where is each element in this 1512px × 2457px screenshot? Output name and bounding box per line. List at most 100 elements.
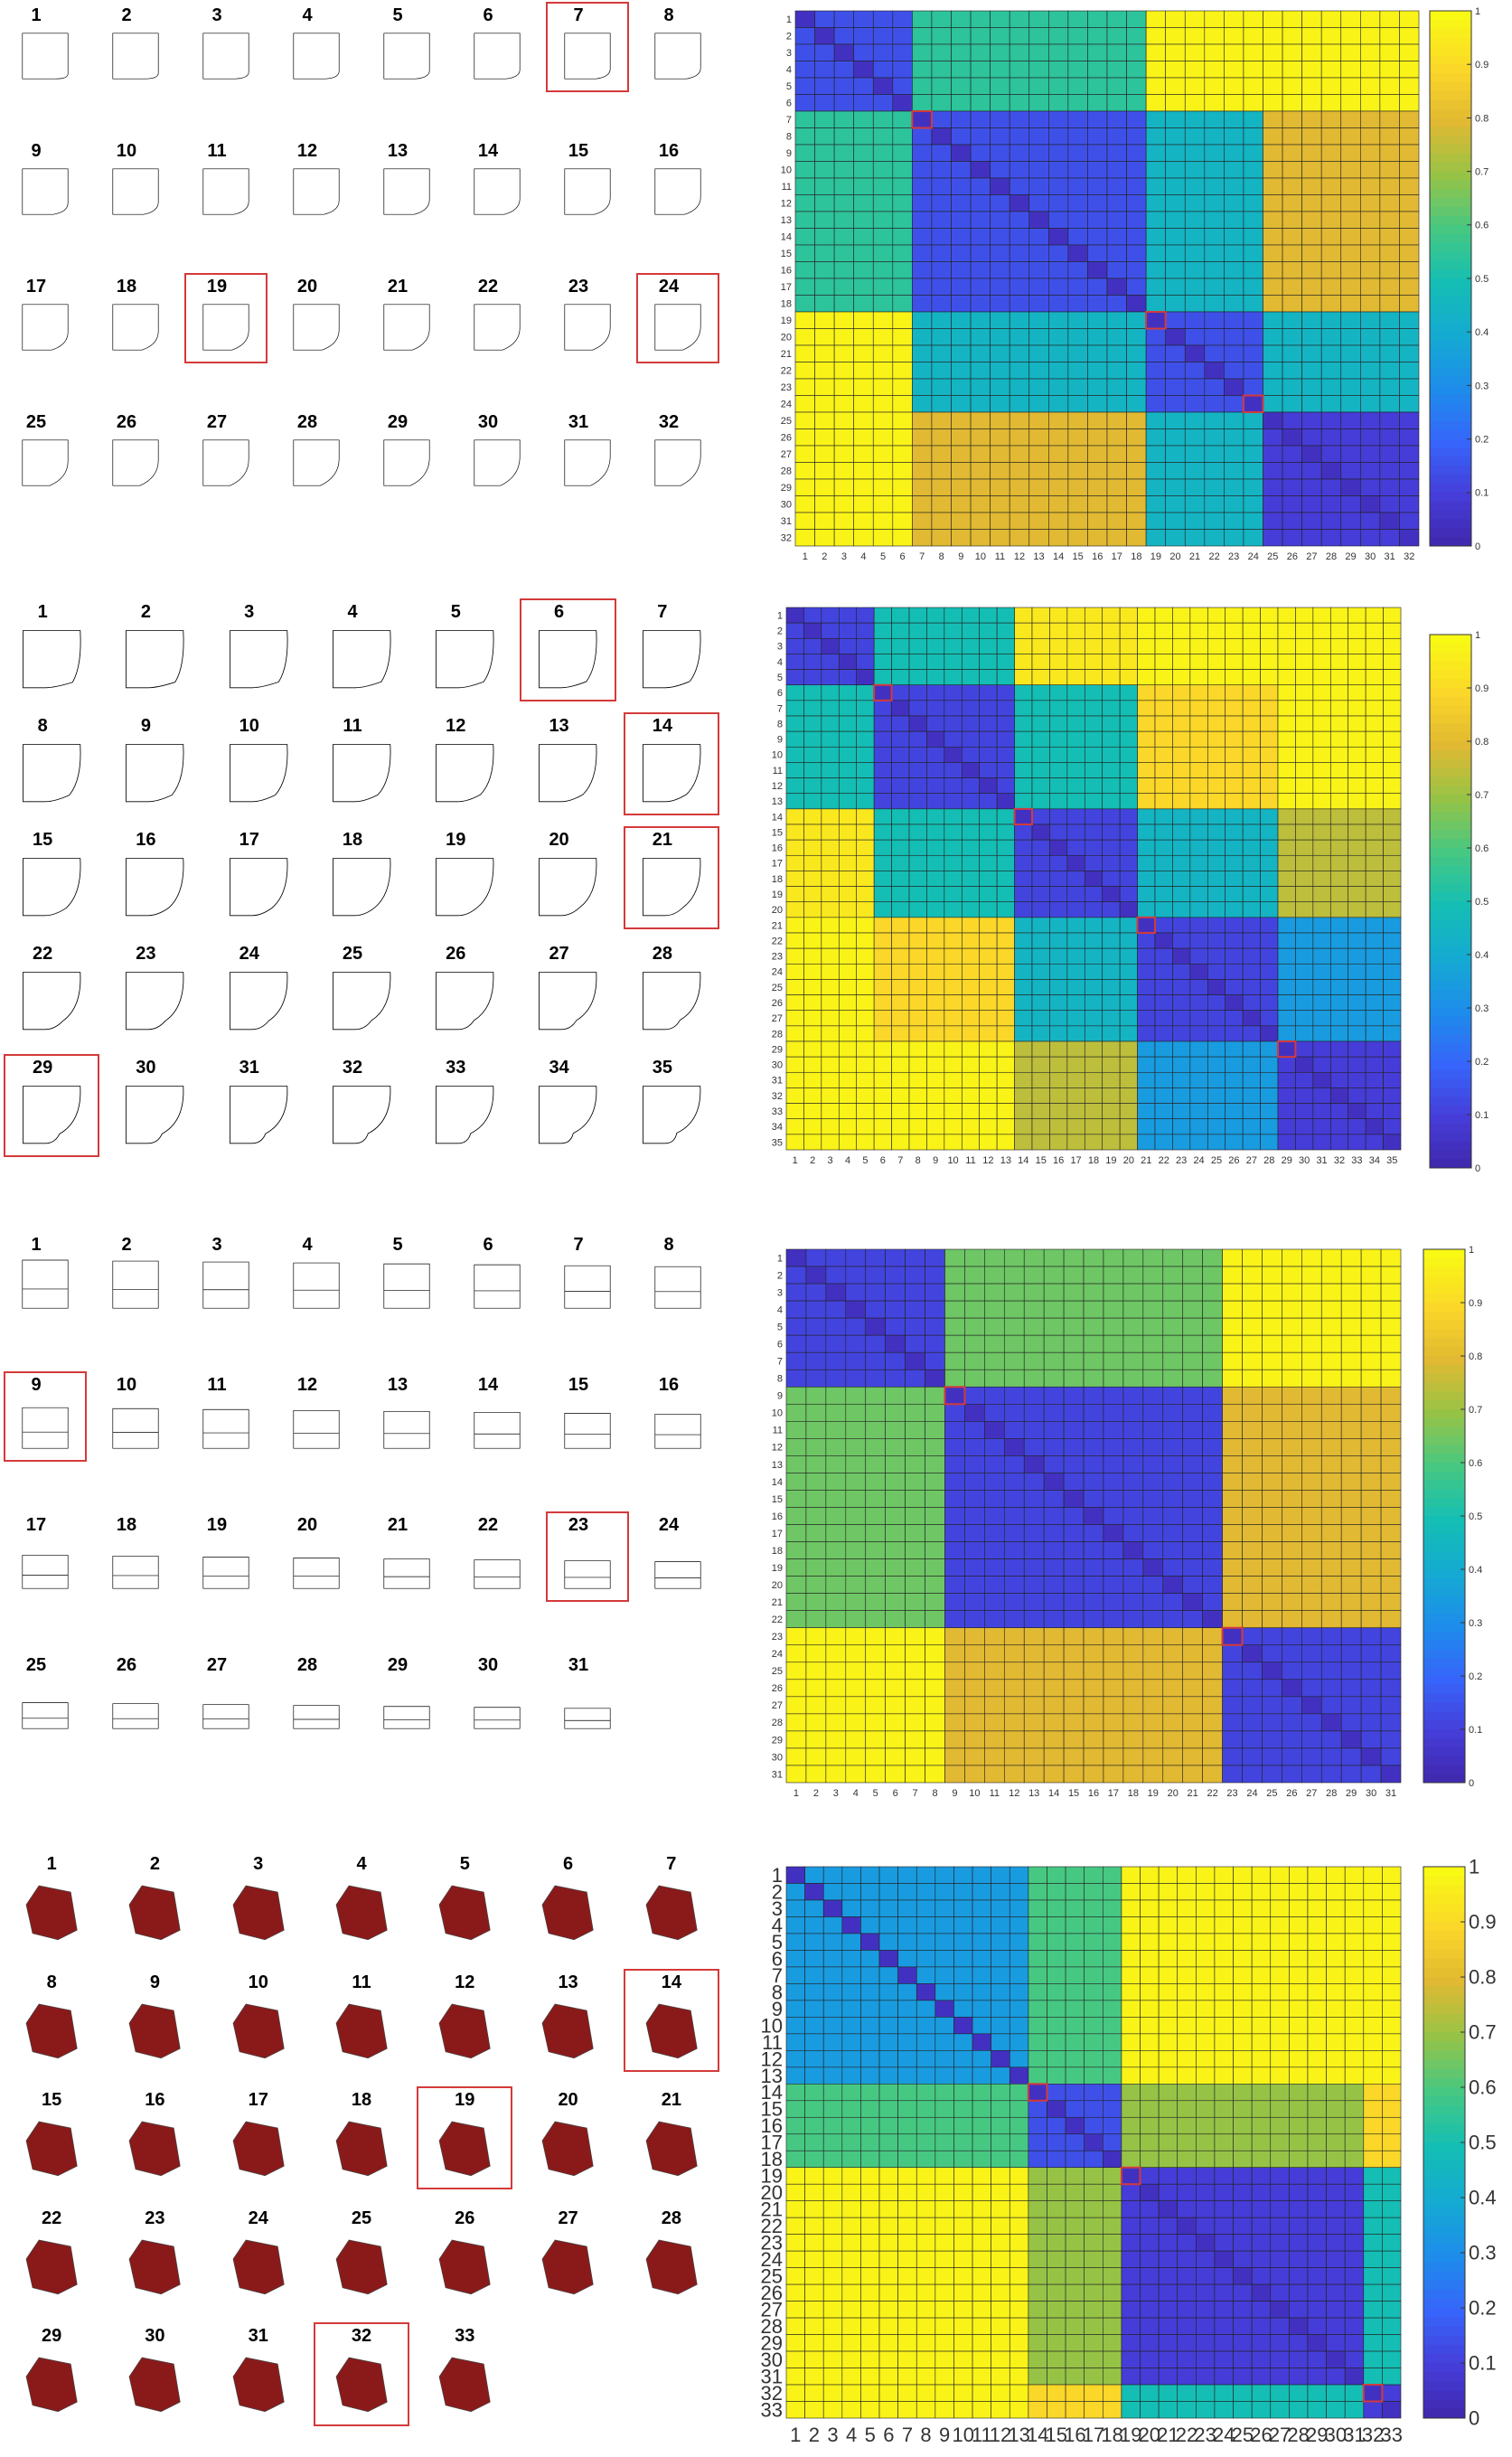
heatmap-cell: [1158, 2000, 1179, 2018]
heatmap-cell: [1348, 637, 1366, 654]
heatmap-cell: [961, 1103, 981, 1120]
heatmap-cell: [953, 2050, 973, 2068]
heatmap-cell: [951, 378, 972, 396]
heatmap-cell: [1158, 2100, 1179, 2118]
heatmap-cell: [873, 607, 892, 624]
heatmap-cell: [991, 2217, 1010, 2235]
heatmap-cell: [1014, 684, 1033, 701]
heatmap-cell: [805, 1558, 827, 1577]
heatmap-cell: [1270, 2066, 1290, 2085]
heatmap-cell: [1084, 1966, 1103, 1984]
heatmap-cell: [1103, 1455, 1124, 1473]
heatmap-cell: [984, 1627, 1005, 1646]
heatmap-cell: [1225, 777, 1244, 795]
heatmap-cell: [872, 61, 894, 79]
heatmap-cell: [990, 362, 1010, 380]
heatmap-cell: [1365, 1087, 1384, 1104]
heatmap-cell: [944, 1765, 965, 1784]
heatmap-cell: [1121, 2183, 1141, 2201]
heatmap-cell: [821, 839, 840, 856]
heatmap-cell: [1260, 777, 1279, 795]
heatmap-cell: [1202, 1696, 1223, 1715]
heatmap-cell: [1320, 1351, 1342, 1370]
heatmap-cell: [1312, 947, 1331, 965]
heatmap-cell: [845, 1386, 867, 1405]
heatmap-cell: [1207, 839, 1226, 856]
heatmap-cell: [860, 2301, 880, 2319]
heatmap-cell: [1360, 478, 1381, 496]
heatmap-cell: [785, 1983, 805, 2001]
heatmap-cell: [1103, 1524, 1124, 1542]
heatmap-cell: [1307, 2401, 1327, 2419]
heatmap-cell: [1301, 378, 1322, 396]
y-tick-label: 31: [781, 516, 792, 527]
heatmap-cell: [1165, 261, 1186, 279]
thumbnail-label: 9: [31, 141, 42, 161]
heatmap-cell: [853, 161, 874, 179]
heatmap-cell: [996, 963, 1015, 980]
heatmap-cell: [1154, 700, 1173, 717]
heatmap-cell: [1348, 1040, 1366, 1058]
heatmap-cell: [1142, 1576, 1164, 1594]
heatmap-cell: [1028, 2050, 1047, 2068]
heatmap-cell: [803, 684, 822, 701]
heatmap-cell: [934, 1866, 954, 1884]
heatmap-cell: [1282, 127, 1302, 146]
heatmap-cell: [892, 362, 913, 380]
heatmap-cell: [1270, 2384, 1290, 2402]
heatmap-cell: [1196, 2050, 1216, 2068]
heatmap-cell: [1383, 700, 1402, 717]
heatmap-cell: [1103, 1679, 1124, 1698]
heatmap-cell: [1320, 1421, 1342, 1439]
x-tick-label: 32: [1404, 551, 1414, 562]
heatmap-cell: [1048, 378, 1069, 396]
heatmap-cell: [865, 1696, 886, 1715]
heatmap-cell: [1251, 2167, 1272, 2185]
heatmap-cell: [1172, 947, 1191, 965]
thumbnail-label: 8: [663, 1235, 674, 1255]
heatmap-cell: [1162, 1730, 1184, 1749]
heatmap-cell: [1158, 2116, 1179, 2135]
heatmap-cell: [1207, 808, 1226, 825]
heatmap-cell: [803, 808, 822, 825]
heatmap-cell: [872, 395, 894, 413]
heatmap-cell: [1282, 211, 1302, 229]
heatmap-cell: [1065, 2167, 1085, 2185]
heatmap-cell: [1399, 311, 1420, 329]
heatmap-cell: [1140, 2100, 1160, 2118]
heatmap-cell: [908, 1056, 927, 1073]
heatmap-cell: [865, 1644, 886, 1663]
heatmap-cell: [1137, 963, 1156, 980]
heatmap-cell: [803, 963, 822, 980]
heatmap-cell: [1182, 1369, 1203, 1388]
heatmap-cell: [1182, 1662, 1203, 1680]
heatmap-cell: [897, 2133, 917, 2151]
heatmap-cell: [1329, 901, 1349, 918]
heatmap-cell: [891, 730, 910, 748]
heatmap-cell: [1087, 10, 1108, 28]
heatmap-cell: [1140, 1866, 1160, 1884]
heatmap-cell: [1282, 228, 1302, 246]
heatmap-cell: [1162, 1747, 1184, 1766]
heatmap-cell: [1224, 328, 1244, 346]
heatmap-cell: [1242, 901, 1261, 918]
heatmap-cell: [1344, 2000, 1365, 2018]
heatmap-cell: [872, 228, 894, 246]
heatmap-cell: [1282, 278, 1302, 296]
heatmap-cell: [1009, 2084, 1029, 2102]
heatmap-cell: [1363, 2150, 1383, 2169]
heatmap-cell: [1014, 947, 1033, 965]
heatmap-cell: [1048, 278, 1069, 296]
heatmap-cell: [953, 2301, 973, 2319]
heatmap-cell: [1122, 1369, 1144, 1388]
heatmap-cell: [1048, 295, 1069, 313]
heatmap-cell: [814, 495, 835, 513]
heatmap-cell: [856, 901, 875, 918]
heatmap-cell: [1084, 1950, 1103, 1968]
colorbar-tick-label: 0.7: [1475, 166, 1489, 177]
x-tick-label: 28: [1263, 1155, 1274, 1166]
heatmap-cell: [905, 1421, 925, 1439]
heatmap-cell: [1282, 1386, 1302, 1405]
heatmap-cell: [1224, 311, 1244, 329]
colorbar-tick-label: 0.6: [1475, 843, 1489, 854]
